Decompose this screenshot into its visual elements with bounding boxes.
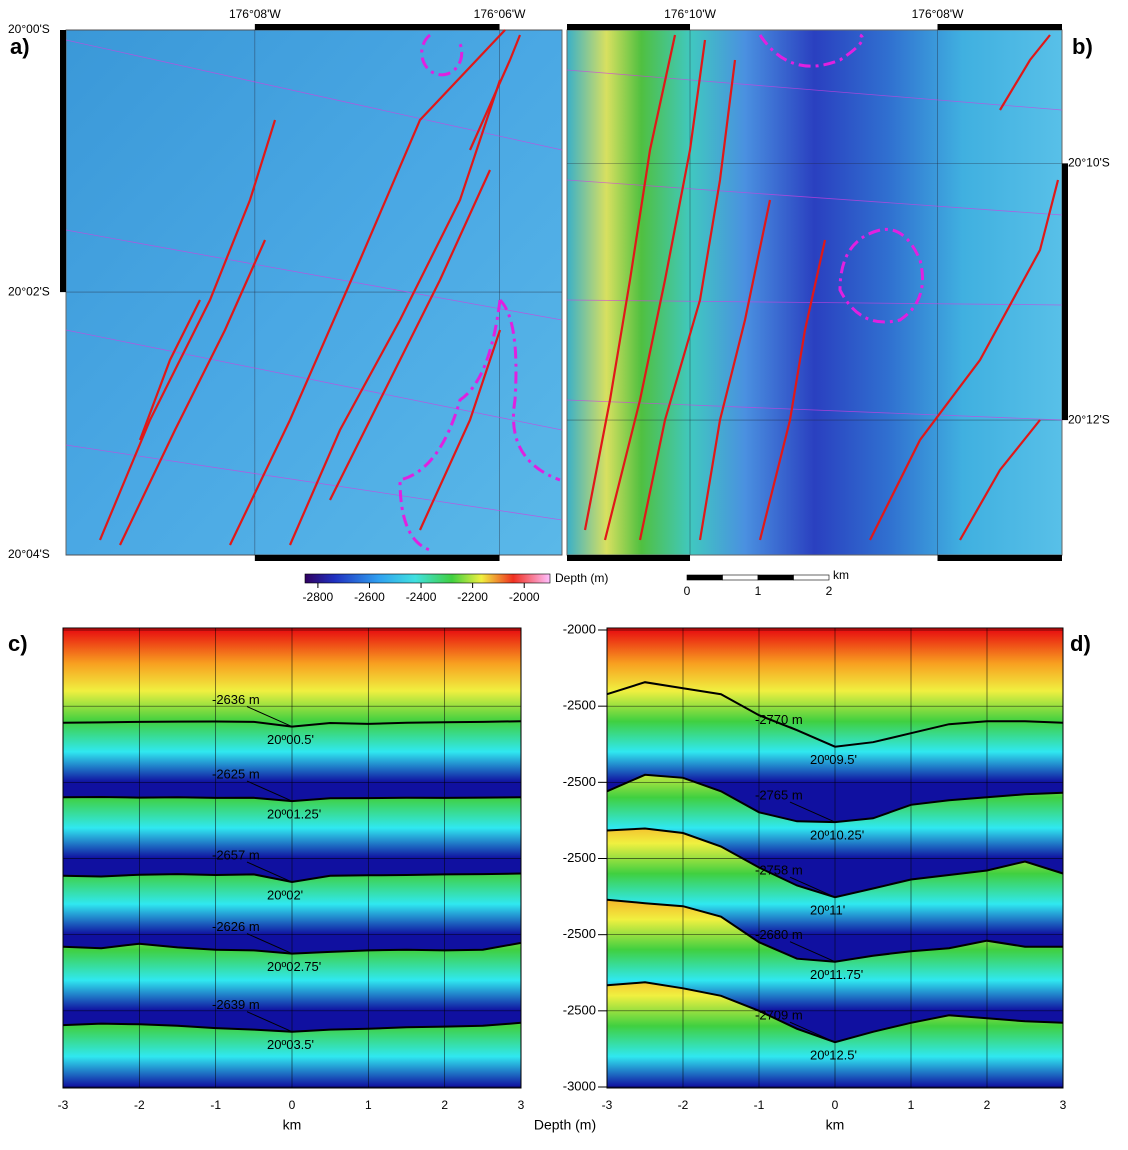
tick-label: -2600	[354, 590, 385, 604]
latitude-annotation: 20º10.25'	[810, 828, 864, 843]
x-tick-label: 176°06'W	[474, 7, 526, 21]
depth-annotation: -2657 m	[212, 847, 260, 862]
latitude-annotation: 20º01.25'	[267, 807, 321, 822]
y-tick-label: -2500	[563, 850, 596, 865]
latitude-annotation: 20º09.5'	[810, 752, 857, 767]
depth-annotation: -2709 m	[755, 1008, 803, 1023]
x-tick-label: -3	[602, 1098, 613, 1112]
x-tick-label: -1	[210, 1098, 221, 1112]
x-tick-label: 176°08'W	[229, 7, 281, 21]
x-tick-label: -2	[678, 1098, 689, 1112]
depth-annotation: -2758 m	[755, 863, 803, 878]
frame-bar	[60, 30, 66, 292]
frame-bar	[255, 555, 500, 561]
x-tick-label: 2	[984, 1098, 991, 1112]
figure: 176°08'W176°06'W20°00'S20°02'S20°04'Sa)1…	[0, 0, 1128, 1150]
scale-segment	[687, 575, 723, 580]
frame-bar	[567, 555, 690, 561]
x-tick-label: -3	[58, 1098, 69, 1112]
x-tick-label: 2	[441, 1098, 448, 1112]
scale-label: 1	[755, 584, 762, 598]
latitude-annotation: 20º00.5'	[267, 732, 314, 747]
y-axis-label: Depth (m)	[534, 1117, 596, 1133]
scale-segment	[723, 575, 759, 580]
x-tick-label: 1	[908, 1098, 915, 1112]
y-tick-label: -2500	[563, 1002, 596, 1017]
panel-label: b)	[1072, 34, 1093, 59]
latitude-annotation: 20º11'	[810, 903, 845, 918]
x-tick-label: 1	[365, 1098, 372, 1112]
depth-annotation: -2765 m	[755, 788, 803, 803]
y-tick-label: -2500	[563, 926, 596, 941]
colorbar: Depth (m) -2800 -2600 -2400 -2200 -2000	[303, 571, 609, 604]
depth-annotation: -2626 m	[212, 919, 260, 934]
latitude-annotation: 20º02.75'	[267, 959, 321, 974]
x-tick-label: -2	[134, 1098, 145, 1112]
x-tick-label: 0	[832, 1098, 839, 1112]
latitude-annotation: 20º12.5'	[810, 1048, 857, 1063]
frame-bar	[938, 555, 1062, 561]
map-surface	[567, 30, 1062, 555]
panel-label: c)	[8, 631, 28, 656]
colorbar-title: Depth (m)	[555, 571, 608, 585]
frame-bar	[1062, 163, 1068, 420]
latitude-annotation: 20º11.75'	[810, 967, 863, 982]
x-axis-label: km	[826, 1117, 845, 1133]
y-tick-label: -2500	[563, 774, 596, 789]
x-axis-label: km	[283, 1117, 302, 1133]
y-tick-label: 20°10'S	[1068, 156, 1110, 170]
depth-annotation: -2625 m	[212, 767, 260, 782]
scale-label: 2	[826, 584, 833, 598]
frame-bar	[567, 24, 690, 30]
x-tick-label: 176°08'W	[912, 7, 964, 21]
depth-annotation: -2770 m	[755, 712, 803, 727]
panel-label: d)	[1070, 631, 1091, 656]
panel-label: a)	[10, 34, 30, 59]
scale-bar: 0 1 2km	[684, 568, 849, 598]
scale-label: 0	[684, 584, 691, 598]
x-tick-label: 0	[289, 1098, 296, 1112]
tick-label: -2000	[509, 590, 540, 604]
y-tick-label: 20°12'S	[1068, 412, 1110, 426]
frame-bar	[255, 24, 500, 30]
y-tick-label: 20°04'S	[8, 547, 50, 561]
x-tick-label: -1	[754, 1098, 765, 1112]
scale-segment	[794, 575, 830, 580]
x-tick-label: 3	[1060, 1098, 1067, 1112]
latitude-annotation: 20º02'	[267, 887, 303, 902]
tick-label: -2400	[406, 590, 437, 604]
y-tick-label: 20°02'S	[8, 284, 50, 298]
y-tick-label: -2500	[563, 698, 596, 713]
depth-annotation: -2639 m	[212, 997, 260, 1012]
y-tick-label: -3000	[563, 1078, 596, 1093]
scale-segment	[758, 575, 794, 580]
tick-label: -2800	[303, 590, 334, 604]
y-tick-label: -2000	[563, 621, 596, 636]
tick-label: -2200	[457, 590, 488, 604]
latitude-annotation: 20º03.5'	[267, 1037, 314, 1052]
x-tick-label: 3	[518, 1098, 525, 1112]
colorbar-ramp	[305, 574, 550, 583]
depth-annotation: -2636 m	[212, 692, 260, 707]
frame-bar	[938, 24, 1062, 30]
scale-unit: km	[833, 568, 849, 582]
x-tick-label: 176°10'W	[664, 7, 716, 21]
